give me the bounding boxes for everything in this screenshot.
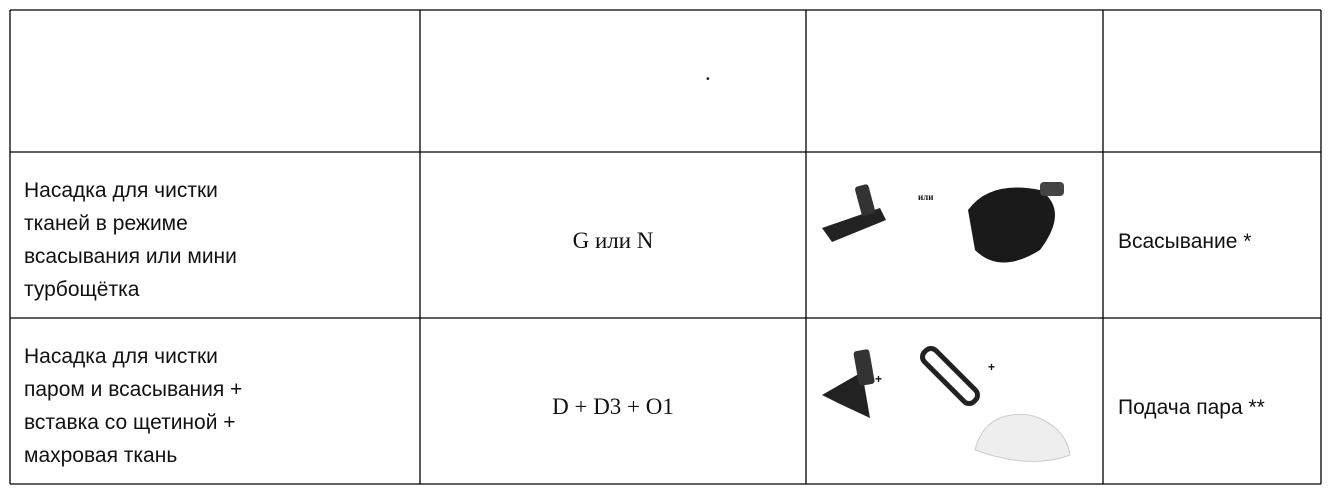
name-cell: Насадка для чистки тканей в режиме всасы…	[24, 174, 237, 306]
image-connector: +	[875, 372, 883, 386]
text-line: Насадка для чистки	[24, 179, 218, 202]
icon-turbobrush	[968, 182, 1064, 263]
mode-cell: Всасывание *	[1118, 230, 1252, 253]
text-line: тканей в режиме	[24, 212, 188, 235]
image-connector: или	[918, 192, 934, 202]
icon-cloth	[974, 413, 1071, 462]
text-line: махровая ткань	[24, 444, 178, 467]
text-line: турбощётка	[24, 278, 140, 301]
text-line: Насадка для чистки	[24, 345, 218, 368]
icon-brush-insert	[919, 345, 981, 407]
header-cell: .	[705, 60, 711, 85]
text-line: всасывания или мини	[24, 245, 237, 268]
icon-nozzle-steam	[822, 349, 875, 418]
name-cell: Насадка для чистки паром и всасывания + …	[24, 340, 242, 472]
mode-cell: Подача пара **	[1118, 396, 1265, 419]
text-line: вставка со щетиной +	[24, 411, 236, 434]
image-connector: +	[988, 360, 996, 374]
text-line: паром и всасывания +	[24, 378, 243, 401]
code-cell: G или N	[572, 228, 654, 253]
code-cell: D + D3 + O1	[552, 394, 674, 419]
icon-nozzle	[822, 184, 886, 242]
